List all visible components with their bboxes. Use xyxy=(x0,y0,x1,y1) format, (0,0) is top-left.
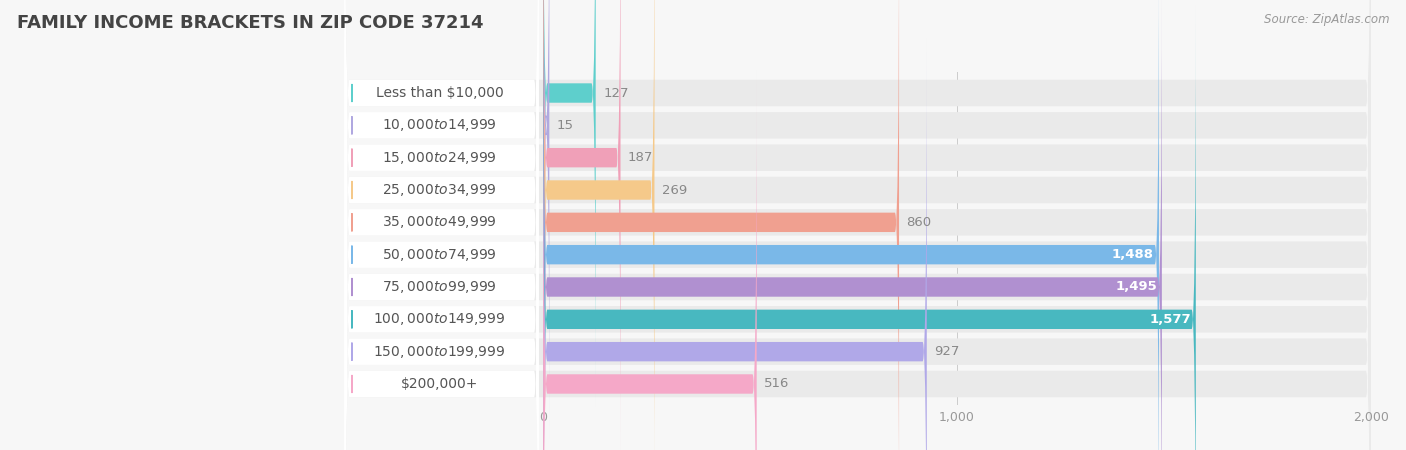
FancyBboxPatch shape xyxy=(344,0,1371,450)
FancyBboxPatch shape xyxy=(543,0,596,407)
Text: FAMILY INCOME BRACKETS IN ZIP CODE 37214: FAMILY INCOME BRACKETS IN ZIP CODE 37214 xyxy=(17,14,484,32)
FancyBboxPatch shape xyxy=(344,9,1371,450)
FancyBboxPatch shape xyxy=(344,0,1371,450)
Text: Less than $10,000: Less than $10,000 xyxy=(375,86,503,100)
Text: 269: 269 xyxy=(662,184,688,197)
Text: 1,488: 1,488 xyxy=(1112,248,1154,261)
Text: $50,000 to $74,999: $50,000 to $74,999 xyxy=(382,247,498,263)
Text: 860: 860 xyxy=(907,216,932,229)
Text: $15,000 to $24,999: $15,000 to $24,999 xyxy=(382,150,498,166)
Text: $25,000 to $34,999: $25,000 to $34,999 xyxy=(382,182,498,198)
FancyBboxPatch shape xyxy=(543,0,898,450)
FancyBboxPatch shape xyxy=(543,38,927,450)
Text: 927: 927 xyxy=(934,345,960,358)
FancyBboxPatch shape xyxy=(543,70,756,450)
Text: 1,577: 1,577 xyxy=(1149,313,1191,326)
FancyBboxPatch shape xyxy=(344,0,1371,450)
FancyBboxPatch shape xyxy=(344,0,538,450)
FancyBboxPatch shape xyxy=(344,0,538,450)
FancyBboxPatch shape xyxy=(344,0,1371,450)
Text: 516: 516 xyxy=(763,378,790,391)
FancyBboxPatch shape xyxy=(543,0,550,439)
Text: 187: 187 xyxy=(628,151,654,164)
FancyBboxPatch shape xyxy=(344,9,538,450)
Text: 15: 15 xyxy=(557,119,574,132)
FancyBboxPatch shape xyxy=(344,0,538,450)
Text: $75,000 to $99,999: $75,000 to $99,999 xyxy=(382,279,498,295)
FancyBboxPatch shape xyxy=(344,0,1371,450)
FancyBboxPatch shape xyxy=(344,0,1371,450)
FancyBboxPatch shape xyxy=(543,0,654,450)
FancyBboxPatch shape xyxy=(344,0,538,450)
FancyBboxPatch shape xyxy=(344,0,538,450)
Text: $200,000+: $200,000+ xyxy=(401,377,478,391)
FancyBboxPatch shape xyxy=(344,0,1371,450)
Text: $100,000 to $149,999: $100,000 to $149,999 xyxy=(374,311,506,327)
FancyBboxPatch shape xyxy=(543,0,620,450)
FancyBboxPatch shape xyxy=(543,0,1159,450)
FancyBboxPatch shape xyxy=(344,0,538,450)
FancyBboxPatch shape xyxy=(543,6,1195,450)
Text: 1,495: 1,495 xyxy=(1115,280,1157,293)
Text: 127: 127 xyxy=(603,86,628,99)
Text: Source: ZipAtlas.com: Source: ZipAtlas.com xyxy=(1264,14,1389,27)
FancyBboxPatch shape xyxy=(344,0,1371,450)
Text: $35,000 to $49,999: $35,000 to $49,999 xyxy=(382,214,498,230)
FancyBboxPatch shape xyxy=(344,0,1371,450)
FancyBboxPatch shape xyxy=(344,0,538,450)
FancyBboxPatch shape xyxy=(344,0,538,450)
FancyBboxPatch shape xyxy=(344,0,538,450)
FancyBboxPatch shape xyxy=(543,0,1161,450)
Text: $150,000 to $199,999: $150,000 to $199,999 xyxy=(374,344,506,360)
Text: $10,000 to $14,999: $10,000 to $14,999 xyxy=(382,117,498,133)
